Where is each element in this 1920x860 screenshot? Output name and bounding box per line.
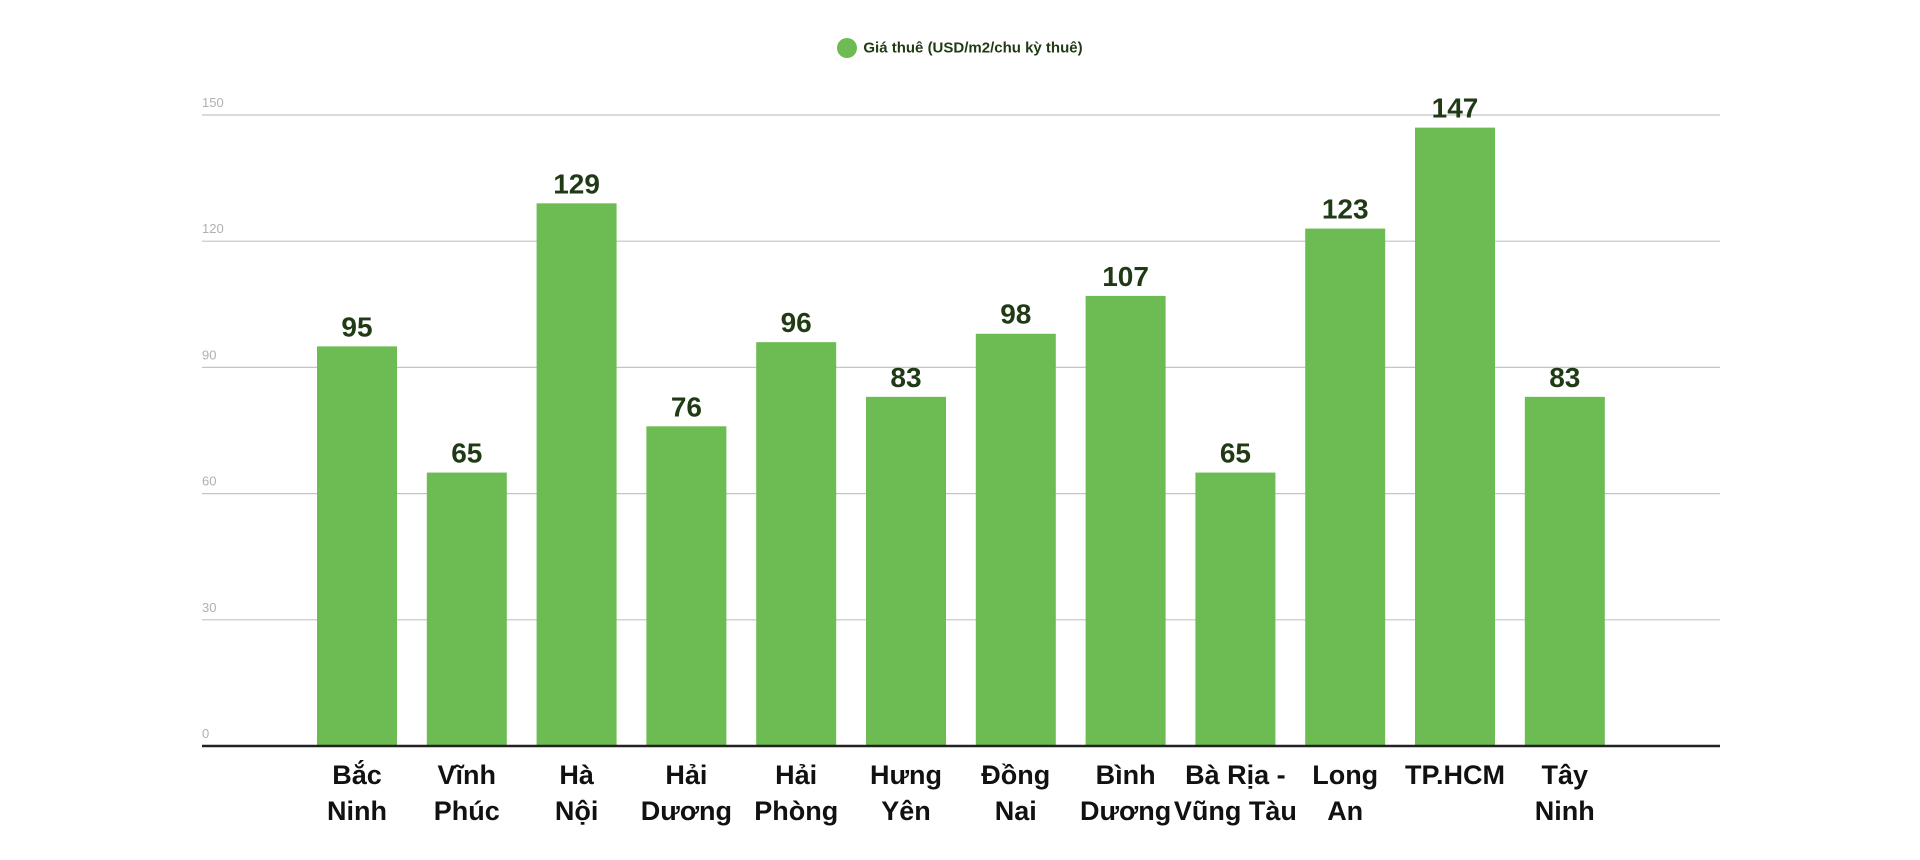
legend-swatch: [837, 38, 858, 58]
y-tick-label: 30: [202, 600, 216, 615]
data-label: 65: [451, 438, 482, 469]
bar: [1415, 127, 1495, 747]
x-tick-label: Bình: [1096, 760, 1156, 790]
data-label: 107: [1102, 261, 1149, 292]
x-tick-label: Yên: [881, 796, 931, 826]
x-tick-label: Vũng Tàu: [1174, 796, 1297, 826]
y-tick-label: 60: [202, 474, 216, 489]
bar: [1524, 396, 1605, 746]
data-label: 95: [341, 311, 372, 342]
x-tick-label: Dương: [641, 796, 732, 826]
bar: [646, 426, 727, 746]
y-tick-label: 0: [202, 726, 209, 741]
data-label: 76: [671, 391, 702, 422]
x-tick-label: Phòng: [754, 796, 838, 826]
x-tick-label: Bà Rịa -: [1185, 760, 1286, 790]
data-label: 123: [1322, 194, 1369, 225]
x-tick-label: Ninh: [327, 796, 387, 826]
bar: [1195, 472, 1276, 746]
x-tick-label: TP.HCM: [1405, 760, 1505, 790]
x-tick-label: Vĩnh: [438, 760, 497, 790]
bar: [975, 333, 1056, 746]
legend-label: Giá thuê (USD/m2/chu kỳ thuê): [863, 39, 1083, 57]
bar: [1305, 228, 1386, 746]
x-tick-label: An: [1327, 796, 1363, 826]
x-tick-label: Hải: [775, 760, 817, 790]
x-tick-label: Ninh: [1535, 796, 1595, 826]
data-label: 98: [1000, 299, 1031, 330]
x-tick-label: Hải: [665, 760, 707, 790]
y-tick-label: 120: [202, 221, 224, 236]
data-label: 129: [553, 168, 600, 199]
data-label: 83: [1549, 362, 1580, 393]
data-label: 96: [781, 307, 812, 338]
x-tick-label: Nội: [555, 796, 599, 826]
y-tick-label: 90: [202, 347, 216, 362]
x-tick-label: Long: [1312, 760, 1378, 790]
y-tick-label: 150: [202, 95, 224, 110]
x-tick-label: Nai: [995, 796, 1037, 826]
bar: [536, 203, 617, 747]
x-tick-label: Đồng: [981, 760, 1050, 790]
bar: [756, 342, 837, 746]
x-tick-label: Hà: [559, 760, 594, 790]
x-tick-label: Bắc: [332, 759, 382, 790]
x-tick-label: Dương: [1080, 796, 1171, 826]
x-tick-label: Hưng: [870, 760, 942, 790]
legend: Giá thuê (USD/m2/chu kỳ thuê): [0, 38, 1920, 58]
x-tick-label: Tây: [1542, 760, 1589, 790]
bar: [317, 346, 397, 746]
data-label: 83: [890, 362, 921, 393]
data-label: 147: [1432, 93, 1479, 124]
bar: [866, 396, 946, 746]
x-tick-label: Phúc: [434, 796, 500, 826]
bar: [426, 472, 507, 746]
data-label: 65: [1220, 438, 1251, 469]
bar: [1085, 295, 1166, 746]
